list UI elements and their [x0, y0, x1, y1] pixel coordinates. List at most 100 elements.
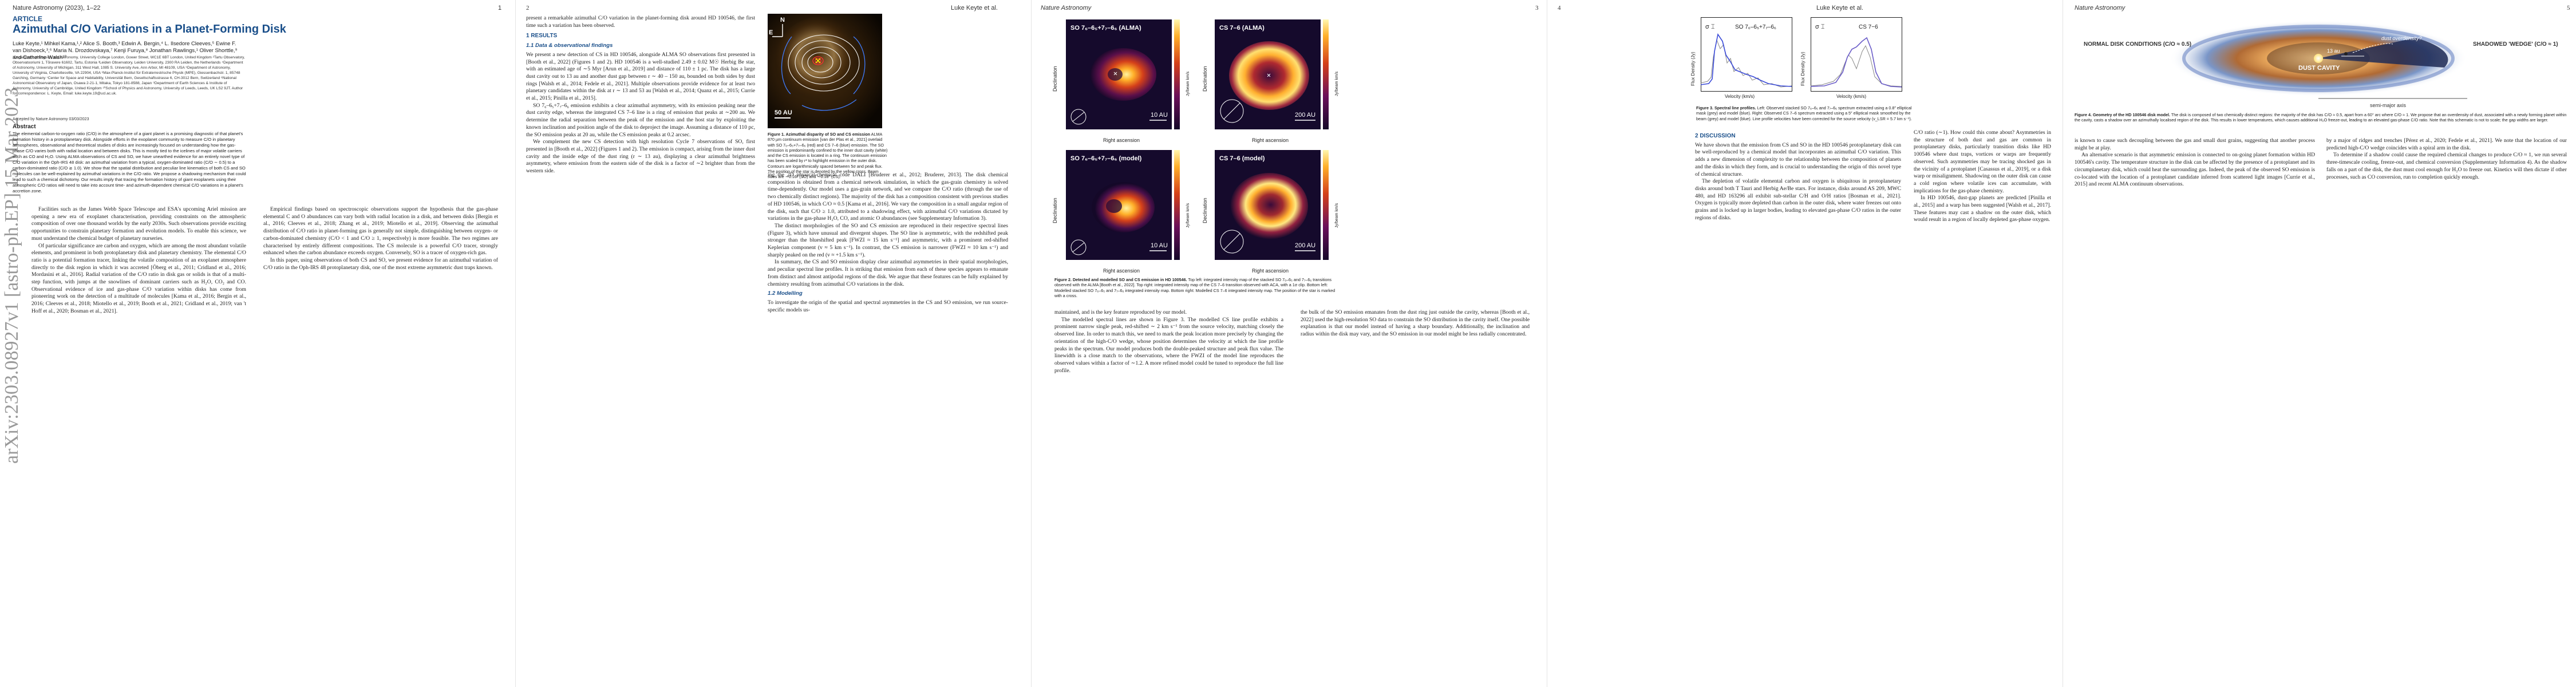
paragraph: ing the 2D physical-chemical code DALI [… [768, 172, 1008, 222]
page-number: 5 [2567, 5, 2570, 11]
affiliations: ¹Department of Physics and Astronomy, Un… [13, 56, 245, 96]
east-label: E [769, 29, 773, 36]
paragraph: Empirical findings based on spectroscopi… [263, 206, 498, 256]
dust-cavity-label: DUST CAVITY [2298, 65, 2340, 72]
figure-4-caption: Figure 4. Geometry of the HD 100546 disk… [2075, 112, 2567, 123]
paragraph: C/O ratio (∼1). How could this come abou… [1914, 129, 2051, 194]
page-4: 4 Luke Keyte et al. σ ⌶ SO 7₆–6₅+7₇–6₆ F… [1547, 0, 2063, 687]
paragraph: the bulk of the SO emission emanates fro… [1301, 309, 1530, 338]
fig2-cbar-label: Jy/beam km/s [1186, 203, 1190, 228]
fig2-xlabel: Right ascension [1252, 137, 1289, 143]
abstract-text: The elemental carbon-to-oxygen ratio (C/… [13, 131, 246, 194]
fig2-xlabel: Right ascension [1103, 137, 1140, 143]
observed-spectrum [1700, 39, 1792, 88]
caption-text: ALMA 870 µm continuum emission [van der … [768, 132, 888, 180]
fig2-ylabel: Declination [1052, 198, 1058, 223]
fig3-so-spectrum: σ ⌶ SO 7₆–6₅+7₇–6₆ [1700, 17, 1792, 103]
page5-column-1: is known to cause such decoupling betwee… [2075, 137, 2315, 188]
figure-1-svg: N E 50 AU [768, 14, 882, 128]
sigma-label: σ ⌶ [1705, 23, 1715, 30]
page5-column-2: by a major of ridges and trenches [Pérez… [2326, 137, 2567, 181]
page-2: 2 Luke Keyte et al. present a remarkable… [516, 0, 1031, 687]
paragraph: In HD 100546, dust-gap planets are predi… [1914, 195, 2051, 223]
page-divider [1031, 0, 1032, 687]
page-number: 4 [1558, 5, 1561, 11]
panel-title: SO 7₆–6₅+7₇–6₆ (model) [1070, 155, 1142, 162]
paragraph: SO 7₆–6₅+7₇–6₆ emission exhibits a clear… [526, 102, 755, 138]
article-tag: ARTICLE [13, 15, 42, 23]
page-number: 2 [526, 5, 530, 11]
subsection-heading-data: 1.1 Data & observational findings [526, 42, 613, 49]
figure-2-caption: Figure 2. Detected and modelled SO and C… [1054, 277, 1341, 298]
caption-title: Figure 2. Detected and modelled SO and C… [1054, 277, 1187, 282]
panel-title: CS 7–6 (ALMA) [1219, 25, 1265, 31]
running-header-left: Nature Astronomy [2075, 5, 2125, 11]
author-list: Luke Keyte,¹ Mihkel Kama,¹,² Alice S. Bo… [13, 40, 238, 60]
paragraph: The distinct morphologies of the SO and … [768, 222, 1008, 258]
panel-title: SO 7₆–6₅+7₇–6₆ [1735, 24, 1776, 30]
section-heading-results: 1 RESULTS [526, 33, 558, 40]
paragraph: We present a new detection of CS in HD 1… [526, 51, 755, 102]
fig2-xlabel: Right ascension [1103, 268, 1140, 274]
running-header-right: Luke Keyte et al. [951, 5, 998, 11]
paragraph: We have shown that the emission from CS … [1695, 141, 1901, 177]
caption-title: Figure 1. Azimuthal disparity of SO and … [768, 132, 871, 137]
page2-column-2: ing the 2D physical-chemical code DALI [… [768, 172, 1008, 314]
running-header-right: Luke Keyte et al. [1816, 5, 1863, 11]
paragraph: is known to cause such decoupling betwee… [2075, 137, 2315, 151]
caption-text: Left: Observed stacked SO 7₆–6₅ and 7₇–6… [1696, 105, 1912, 121]
fig2-panel-cs-alma: 200 AU CS 7–6 (ALMA) [1215, 19, 1332, 129]
paragraph: In summary, the CS and SO emission displ… [768, 259, 1008, 287]
fig2-cbar-label: Jy/beam km/s [1335, 71, 1339, 96]
semi-major-axis-label: semi-major axis [2370, 102, 2407, 108]
page-3: Nature Astronomy 3 [1032, 0, 1547, 687]
page2-column-1: present a remarkable azimuthal C/O varia… [526, 15, 755, 175]
scale-bar-label: 50 AU [775, 109, 792, 116]
panel-title: CS 7−6 [1859, 24, 1878, 30]
paragraph: An alternative scenario is that asymmetr… [2075, 152, 2315, 188]
paragraph: The depletion of volatile elemental carb… [1695, 178, 1901, 221]
panel-title: CS 7–6 (model) [1219, 155, 1265, 162]
running-header-left: Nature Astronomy [1041, 5, 1092, 11]
shadowed-wedge-label: SHADOWED 'WEDGE' (C/O ≈ 1) [2473, 41, 2558, 48]
paper-title: Azimuthal C/O Variations in a Planet-For… [13, 23, 286, 35]
page1-column-2: Empirical findings based on spectroscopi… [263, 206, 498, 271]
figure-1-image: N E 50 AU [768, 14, 882, 128]
fig3-xlabel: Velocity (km/s) [1725, 94, 1755, 99]
paragraph: We complement the new CS detection with … [526, 139, 755, 175]
page4-column-1: 2 DISCUSSION We have shown that the emis… [1695, 129, 1901, 222]
page3-column-2: the bulk of the SO emission emanates fro… [1301, 309, 1530, 338]
fig2-ylabel: Declination [1052, 66, 1058, 92]
fig2-xlabel: Right ascension [1252, 268, 1289, 274]
section-heading-discussion: 2 DISCUSSION [1695, 133, 1736, 139]
paragraph: present a remarkable azimuthal C/O varia… [526, 15, 755, 29]
so-contours [812, 56, 824, 65]
fig2-cbar-label: Jy/beam km/s [1186, 71, 1190, 96]
fig3-xlabel: Velocity (km/s) [1836, 94, 1867, 99]
sigma-label: σ ⌶ [1815, 23, 1825, 30]
scale-bar-label: 200 AU [1295, 242, 1315, 249]
paragraph: Of particular significance are carbon an… [31, 242, 246, 314]
fig3-ylabel: Flux Density (Jy) [1800, 52, 1805, 86]
model-spectrum [1700, 33, 1792, 87]
page4-column-2: C/O ratio (∼1). How could this come abou… [1914, 129, 2051, 224]
caption-title: Figure 4. Geometry of the HD 100546 disk… [2075, 112, 2170, 117]
scale-bar-label: 10 AU [1151, 242, 1168, 249]
page-divider [515, 0, 516, 687]
page-number: 1 [498, 5, 502, 11]
panel-title: SO 7₆–6₅+7₇–6₆ (ALMA) [1070, 25, 1141, 31]
caption-text: The disk is composed of two chemically d… [2075, 112, 2567, 123]
fig3-cs-spectrum: σ ⌶ CS 7−6 [1810, 17, 1902, 103]
fig2-panel-cs-model: 200 AU CS 7–6 (model) [1215, 150, 1332, 260]
cs-contours [781, 36, 866, 111]
page-1: Nature Astronomy (2023), 1–22 1 arXiv:23… [0, 0, 515, 687]
paragraph: To determine if a shadow could cause the… [2326, 152, 2567, 180]
paragraph: The modelled spectral lines are shown in… [1054, 316, 1283, 374]
accepted-note: Accepted by Nature Astronomy 03/03/2023 [13, 117, 89, 121]
fig2-cbar-label: Jy/beam km/s [1335, 203, 1339, 228]
model-spectrum [1810, 37, 1902, 88]
scale-bar-label: 10 AU [1151, 112, 1168, 119]
page3-column-1: maintained, and is the key feature repro… [1054, 309, 1283, 374]
paragraph: To investigate the origin of the spatial… [768, 299, 1008, 313]
paragraph: Facilities such as the James Webb Space … [31, 206, 246, 242]
